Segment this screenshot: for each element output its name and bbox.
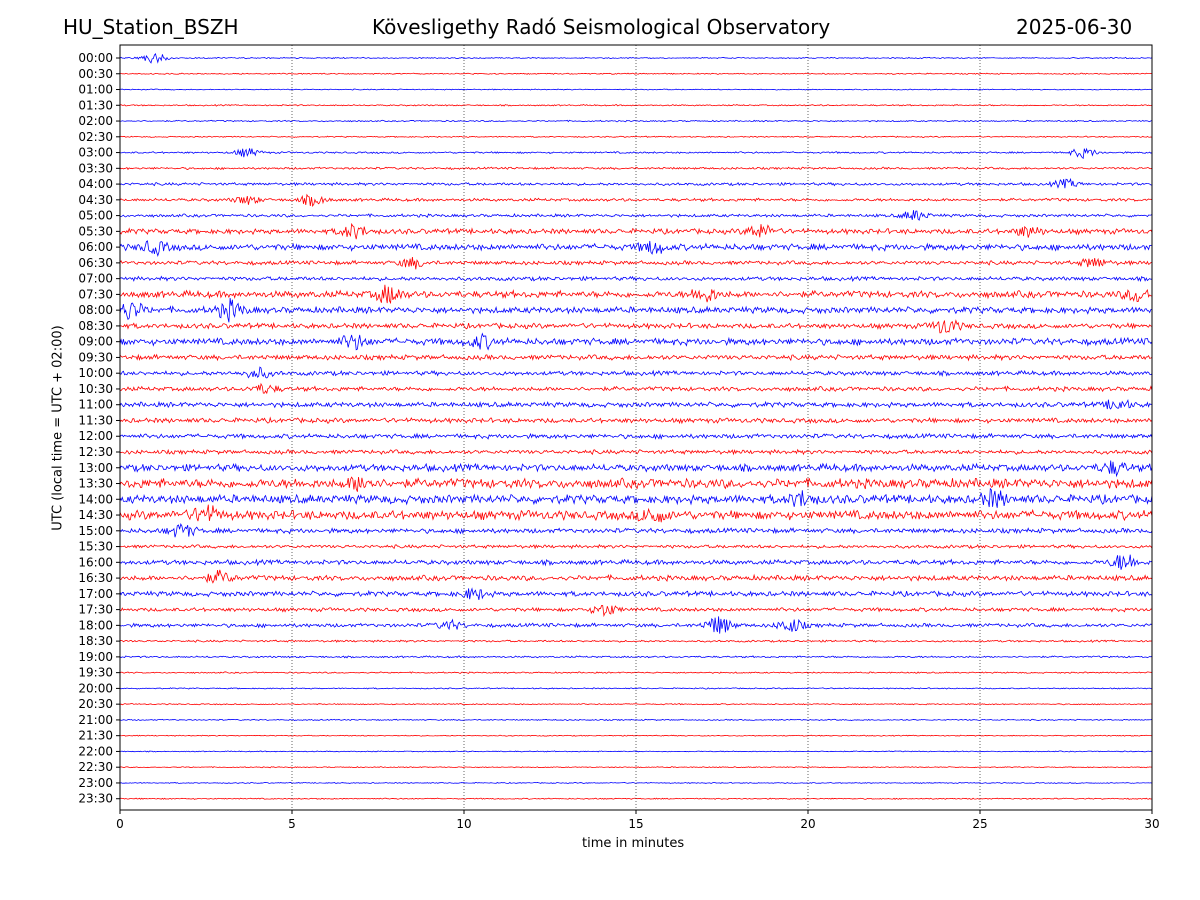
y-tick-label: 19:30 bbox=[78, 666, 113, 680]
trace-1600 bbox=[119, 554, 1153, 570]
trace-2230 bbox=[119, 766, 1153, 769]
y-tick-label: 09:30 bbox=[78, 350, 113, 364]
y-tick-label: 04:30 bbox=[78, 193, 113, 207]
x-tick-labels: 0 5 10 15 20 25 30 bbox=[116, 810, 1160, 831]
y-tick-label: 23:30 bbox=[78, 792, 113, 806]
y-tick-label: 17:00 bbox=[78, 587, 113, 601]
y-axis-label: UTC (local time = UTC + 02:00) bbox=[50, 325, 66, 531]
station-name: HU_Station_BSZH bbox=[63, 15, 239, 39]
x-tick-label: 30 bbox=[1144, 817, 1159, 831]
trace-2200 bbox=[119, 750, 1153, 753]
y-tick-label: 01:00 bbox=[78, 83, 113, 97]
trace-1630 bbox=[119, 569, 1153, 584]
y-tick-label: 16:30 bbox=[78, 571, 113, 585]
y-tick-label: 11:00 bbox=[78, 398, 113, 412]
y-tick-label: 14:00 bbox=[78, 492, 113, 506]
y-tick-label: 03:00 bbox=[78, 146, 113, 160]
y-tick-label: 20:00 bbox=[78, 681, 113, 695]
y-tick-label: 05:30 bbox=[78, 224, 113, 238]
y-tick-label: 10:00 bbox=[78, 366, 113, 380]
trace-1100 bbox=[119, 398, 1153, 410]
trace-1030 bbox=[119, 382, 1153, 395]
trace-1500 bbox=[119, 523, 1153, 538]
y-tick-label: 22:30 bbox=[78, 760, 113, 774]
trace-1700 bbox=[119, 587, 1153, 601]
y-tick-label: 20:30 bbox=[78, 697, 113, 711]
trace-2030 bbox=[119, 703, 1153, 706]
trace-0000 bbox=[119, 52, 1153, 64]
y-tick-label: 17:30 bbox=[78, 603, 113, 617]
y-tick-label: 19:00 bbox=[78, 650, 113, 664]
y-tick-label: 21:00 bbox=[78, 713, 113, 727]
y-tick-label: 04:00 bbox=[78, 177, 113, 191]
trace-1830 bbox=[119, 639, 1153, 643]
trace-0530 bbox=[119, 222, 1153, 240]
y-tick-label: 21:30 bbox=[78, 729, 113, 743]
record-date: 2025-06-30 bbox=[1016, 15, 1133, 39]
y-tick-label: 16:00 bbox=[78, 555, 113, 569]
x-tick-label: 15 bbox=[628, 817, 643, 831]
grid-lines bbox=[291, 45, 981, 810]
trace-1730 bbox=[119, 605, 1153, 618]
trace-0700 bbox=[119, 275, 1153, 283]
y-tick-label: 23:00 bbox=[78, 776, 113, 790]
trace-0300 bbox=[119, 147, 1153, 160]
y-tick-label: 14:30 bbox=[78, 508, 113, 522]
y-tick-label: 08:30 bbox=[78, 319, 113, 333]
trace-0830 bbox=[119, 319, 1153, 334]
y-tick-label: 07:30 bbox=[78, 287, 113, 301]
y-tick-label: 18:00 bbox=[78, 618, 113, 632]
trace-0100 bbox=[119, 88, 1153, 91]
y-tick-label: 00:30 bbox=[78, 67, 113, 81]
x-axis-label: time in minutes bbox=[582, 836, 685, 851]
observatory-title: Kövesligethy Radó Seismological Observat… bbox=[372, 15, 831, 39]
y-tick-label: 08:00 bbox=[78, 303, 113, 317]
trace-0430 bbox=[119, 193, 1153, 207]
y-tick-label: 09:00 bbox=[78, 335, 113, 349]
y-tick-label: 03:30 bbox=[78, 161, 113, 175]
y-tick-label: 12:00 bbox=[78, 429, 113, 443]
y-tick-label: 06:00 bbox=[78, 240, 113, 254]
trace-0900 bbox=[119, 332, 1153, 351]
x-tick-label: 10 bbox=[456, 817, 471, 831]
y-tick-label: 13:00 bbox=[78, 461, 113, 475]
y-tick-label: 07:00 bbox=[78, 272, 113, 286]
y-tick-label: 15:30 bbox=[78, 540, 113, 554]
x-tick-label: 20 bbox=[800, 817, 815, 831]
x-tick-label: 5 bbox=[288, 817, 296, 831]
y-tick-label: 00:00 bbox=[78, 51, 113, 65]
y-tick-label: 06:30 bbox=[78, 256, 113, 270]
y-tick-label: 10:30 bbox=[78, 382, 113, 396]
trace-0030 bbox=[119, 72, 1153, 75]
trace-0230 bbox=[119, 135, 1153, 138]
trace-0500 bbox=[119, 210, 1153, 221]
y-tick-label: 01:30 bbox=[78, 98, 113, 112]
trace-1800 bbox=[119, 616, 1153, 634]
y-tick-label: 22:00 bbox=[78, 744, 113, 758]
x-tick-label: 0 bbox=[116, 817, 124, 831]
y-tick-label: 02:00 bbox=[78, 114, 113, 128]
y-tick-label: 02:30 bbox=[78, 130, 113, 144]
trace-0400 bbox=[119, 177, 1153, 189]
y-tick-label: 12:30 bbox=[78, 445, 113, 459]
y-tick-label: 15:00 bbox=[78, 524, 113, 538]
x-tick-label: 25 bbox=[972, 817, 987, 831]
y-tick-label: 11:30 bbox=[78, 413, 113, 427]
y-tick-label: 05:00 bbox=[78, 209, 113, 223]
y-tick-label: 18:30 bbox=[78, 634, 113, 648]
y-tick-label: 13:30 bbox=[78, 477, 113, 491]
